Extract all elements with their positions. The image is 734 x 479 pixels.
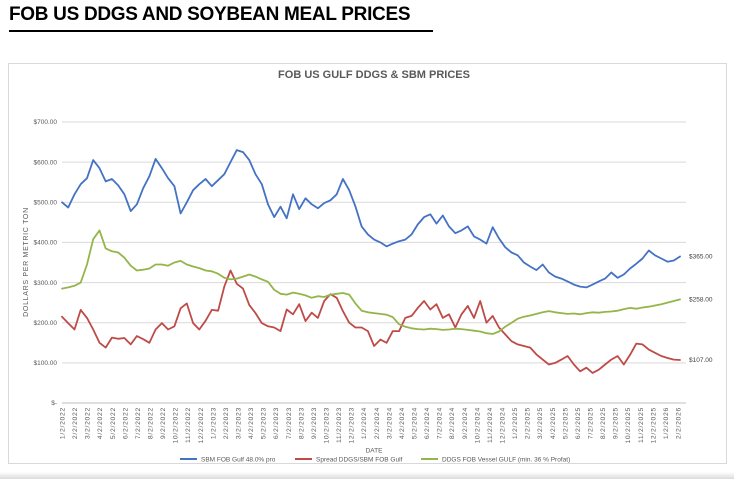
y-tick-label: $700.00 [34,119,58,126]
x-tick-label: 4/2/2025 [550,407,557,439]
x-tick-label: 8/2/2023 [298,407,305,439]
x-tick-label: 1/2/2026 [663,407,670,439]
x-tick-label: 3/2/2022 [85,407,92,439]
x-tick-label: 2/2/2022 [72,407,79,439]
x-tick-label: 1/2/2023 [210,407,217,439]
y-tick-label: $300.00 [34,280,58,287]
x-tick-label: 10/2/2023 [324,407,331,444]
x-tick-label: 1/2/2024 [361,407,368,439]
legend-label-spread: Spread DDGS/SBM FOB Gulf [316,457,403,464]
end-label-ddgs: $258.00 [689,297,713,304]
x-tick-label: 10/2/2024 [474,407,481,444]
x-tick-label: 11/2/2025 [638,407,645,443]
x-tick-label: 3/2/2023 [236,407,243,439]
x-tick-label: 12/2/2024 [500,407,507,444]
x-tick-label: 12/2/2025 [650,407,657,444]
x-tick-label: 5/2/2025 [562,407,569,439]
y-axis-title: DOLLARS PER METRIC TON [23,207,30,317]
x-tick-label: 11/2/2023 [336,407,343,443]
x-tick-label: 11/2/2024 [487,407,494,443]
x-tick-label: 8/2/2022 [148,407,155,439]
x-tick-label: 6/2/2025 [575,407,582,439]
end-label-spread: $107.00 [689,357,713,364]
chart-line-spread [61,269,681,374]
chart-line-ddgs [61,229,681,335]
x-tick-label: 4/2/2024 [399,407,406,439]
y-tick-label: $100.00 [34,360,58,367]
x-tick-label: 8/2/2025 [600,407,607,439]
end-label-sbm: $365.00 [689,254,713,261]
x-tick-label: 6/2/2022 [122,407,129,439]
x-tick-label: 3/2/2025 [537,407,544,439]
x-tick-label: 9/2/2023 [311,407,318,439]
x-tick-label: 11/2/2022 [185,407,192,443]
chart-title: FOB US GULF DDGS & SBM PRICES [278,69,470,81]
y-tick-label: $400.00 [34,240,58,247]
y-tick-label: $200.00 [34,320,58,327]
x-tick-label: 9/2/2024 [462,407,469,439]
x-tick-label: 1/2/2022 [60,407,67,439]
x-tick-label: 6/2/2023 [273,407,280,439]
x-tick-label: 7/2/2025 [588,407,595,439]
y-tick-label: $500.00 [34,199,58,206]
x-tick-label: 9/2/2022 [160,407,167,439]
x-tick-label: 5/2/2023 [261,407,268,439]
x-tick-label: 7/2/2023 [286,407,293,439]
x-tick-label: 4/2/2023 [248,407,255,439]
x-axis-title: DATE [366,448,384,455]
x-tick-label: 1/2/2025 [512,407,519,439]
x-tick-label: 3/2/2024 [386,407,393,439]
x-tick-label: 7/2/2024 [437,407,444,439]
x-tick-label: 9/2/2025 [613,407,620,439]
x-tick-label: 4/2/2022 [97,407,104,439]
x-tick-label: 10/2/2025 [625,407,632,444]
x-tick-label: 8/2/2024 [449,407,456,439]
chart-line-sbm [61,149,681,289]
x-tick-label: 5/2/2024 [412,407,419,439]
legend-label-ddgs: DDGS FOB Vessel GULF (min. 36 % Profat) [442,457,570,464]
page-title: FOB US DDGS AND SOYBEAN MEAL PRICES [9,4,433,32]
x-tick-label: 2/2/2025 [525,407,532,439]
y-tick-label: $- [51,400,57,407]
x-tick-label: 5/2/2022 [110,407,117,439]
x-tick-label: 7/2/2022 [135,407,142,439]
x-tick-label: 12/2/2023 [349,407,356,444]
legend-label-sbm: SBM FOB Gulf 48.0% pro [201,457,276,464]
x-tick-label: 2/2/2023 [223,407,230,439]
y-tick-label: $600.00 [34,159,58,166]
x-tick-label: 2/2/2024 [374,407,381,439]
x-tick-label: 12/2/2022 [198,407,205,444]
x-tick-label: 6/2/2024 [424,407,431,439]
x-tick-label: 10/2/2022 [173,407,180,444]
x-tick-label: 2/2/2026 [676,407,683,439]
